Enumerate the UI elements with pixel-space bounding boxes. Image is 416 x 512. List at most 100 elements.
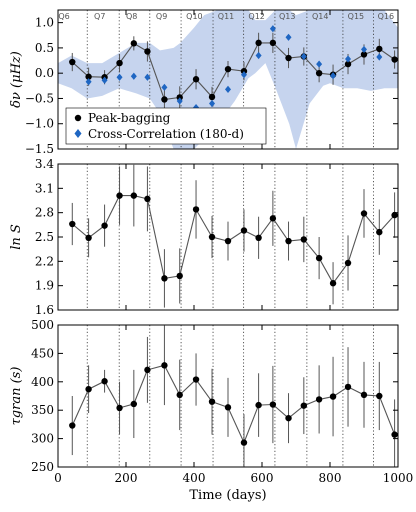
- series-0-line: [71, 364, 396, 445]
- y-tick-label: 2.8: [35, 206, 54, 220]
- cross-correlation-180-d-point: [209, 99, 216, 108]
- quarter-label-q16: Q16: [378, 12, 394, 21]
- series-0-point: [69, 422, 76, 429]
- y-tick-label: 400: [31, 375, 54, 389]
- y-tick-label: 2.2: [35, 254, 54, 268]
- cross-correlation-180-d-point: [300, 52, 307, 61]
- series-0-point: [192, 376, 200, 383]
- series-0-point: [130, 192, 138, 199]
- series-0-point: [391, 431, 398, 438]
- peak-bagging-point: [315, 69, 323, 77]
- cross-correlation-180-d-point: [285, 33, 292, 41]
- cross-correlation-180-d-point: [130, 72, 137, 80]
- quarter-label-q11: Q11: [218, 12, 234, 21]
- cross-correlation-180-d-point: [85, 78, 92, 86]
- y-tick-label: −1.5: [25, 142, 54, 156]
- peak-bagging-point: [376, 45, 383, 53]
- y-tick-label: 300: [31, 432, 54, 446]
- y-tick-label: −0.5: [25, 91, 54, 105]
- series-0-point: [69, 220, 76, 228]
- cross-correlation-180-d-point: [316, 60, 323, 68]
- y-tick-label: 1.0: [35, 16, 54, 30]
- y-tick-label: 1.6: [35, 303, 54, 317]
- uncertainty-band: [58, 10, 398, 149]
- panel-granulation-timescale: 250 300 350 400 450 500 0 200 400 600 800 1000 τgra…: [9, 318, 413, 503]
- y-axis-label: ln S: [9, 224, 24, 250]
- series-0-point: [192, 206, 200, 213]
- y-tick-label: 250: [31, 460, 54, 474]
- y-tick-label: 0.0: [35, 66, 54, 80]
- series-0-point: [208, 233, 216, 241]
- peak-bagging-point: [255, 39, 262, 47]
- cross-correlation-180-d-point: [176, 97, 183, 105]
- series-0-point: [315, 396, 323, 403]
- series-0-point: [285, 237, 292, 245]
- series-0-point: [255, 401, 262, 409]
- y-tick-label: 450: [31, 346, 54, 360]
- series-0-point: [144, 366, 151, 374]
- quarter-label-q12: Q12: [248, 12, 264, 21]
- series-0-point: [85, 385, 92, 393]
- peak-bagging-point: [224, 65, 232, 73]
- quarter-label-q15: Q15: [348, 12, 364, 21]
- series-0-point: [224, 237, 232, 245]
- series-0-point: [344, 259, 352, 267]
- series-0-point: [360, 391, 368, 399]
- series-0-point: [391, 211, 398, 219]
- quarter-label-q14: Q14: [312, 12, 328, 21]
- x-tick-label: 200: [115, 471, 138, 485]
- series-0-point: [329, 393, 337, 400]
- panel-frequency-shift: Q6 Q7 Q8 Q9 Q10 Q11 Q12 Q13 Q14 Q15 Q16 −1.5 −1.0 −0…: [9, 9, 399, 156]
- cross-correlation-180-d-point: [361, 45, 367, 54]
- legend-marker-peak-bagging: [74, 114, 82, 122]
- series-0-point: [240, 439, 248, 446]
- series-0-point: [329, 280, 337, 287]
- quarter-label-q13: Q13: [279, 12, 295, 21]
- peak-bagging-point: [269, 39, 277, 47]
- cross-correlation-180-d-point: [255, 51, 262, 60]
- y-axis-label: δν (μHz): [9, 51, 24, 108]
- panel-frame: [57, 9, 399, 150]
- cross-correlation-180-d-point: [101, 76, 108, 84]
- y-tick-label: 2.5: [35, 230, 54, 244]
- x-tick-label: 0: [54, 471, 62, 485]
- series-0-point: [240, 227, 248, 234]
- series-0-point: [300, 402, 308, 409]
- x-tick-label: 800: [319, 471, 342, 485]
- series-0-point: [208, 398, 216, 405]
- peak-bagging-point: [360, 51, 368, 58]
- series-0-point: [269, 401, 277, 408]
- legend: Peak-bagging Cross-Correlation (180-d): [65, 107, 267, 145]
- series-0-line: [71, 195, 396, 285]
- peak-bagging-point: [161, 96, 168, 103]
- y-tick-label: 500: [31, 318, 54, 332]
- panel-log-amplitude: 1.6 1.9 2.2 2.5 2.8 3.1 3.4 ln S: [9, 157, 399, 317]
- cross-correlation-180-d-point: [116, 73, 123, 81]
- quarter-label-q9: Q9: [156, 12, 167, 21]
- series-0-point: [101, 378, 108, 385]
- peak-bagging-point: [344, 60, 352, 68]
- peak-bagging-point: [85, 73, 92, 80]
- series-0-point: [176, 272, 183, 280]
- cross-correlation-180-d-point: [225, 85, 231, 93]
- y-tick-label: −1.0: [25, 117, 54, 131]
- y-tick-label: 3.4: [35, 157, 54, 171]
- series-0-point: [116, 192, 123, 199]
- cross-correlation-180-d-point: [330, 72, 337, 80]
- series-0-point: [224, 404, 232, 411]
- legend-label-cross-correlation: Cross-Correlation (180-d): [88, 127, 244, 141]
- y-tick-label: 3.1: [35, 181, 54, 195]
- y-tick-label: 0.5: [35, 41, 54, 55]
- peak-bagging-point: [116, 59, 123, 67]
- series-0-point: [269, 215, 277, 222]
- quarter-label-q8: Q8: [126, 12, 137, 21]
- quarter-label-q10: Q10: [186, 12, 202, 21]
- peak-bagging-point: [208, 93, 216, 101]
- legend-label-peak-bagging: Peak-bagging: [88, 111, 171, 125]
- series-0-point: [300, 236, 308, 243]
- peak-bagging-point: [144, 48, 151, 55]
- cross-correlation-180-d-point: [376, 53, 383, 61]
- cross-correlation-180-d-point: [269, 25, 276, 33]
- peak-bagging-point: [391, 56, 398, 63]
- quarter-label-q7: Q7: [94, 12, 105, 21]
